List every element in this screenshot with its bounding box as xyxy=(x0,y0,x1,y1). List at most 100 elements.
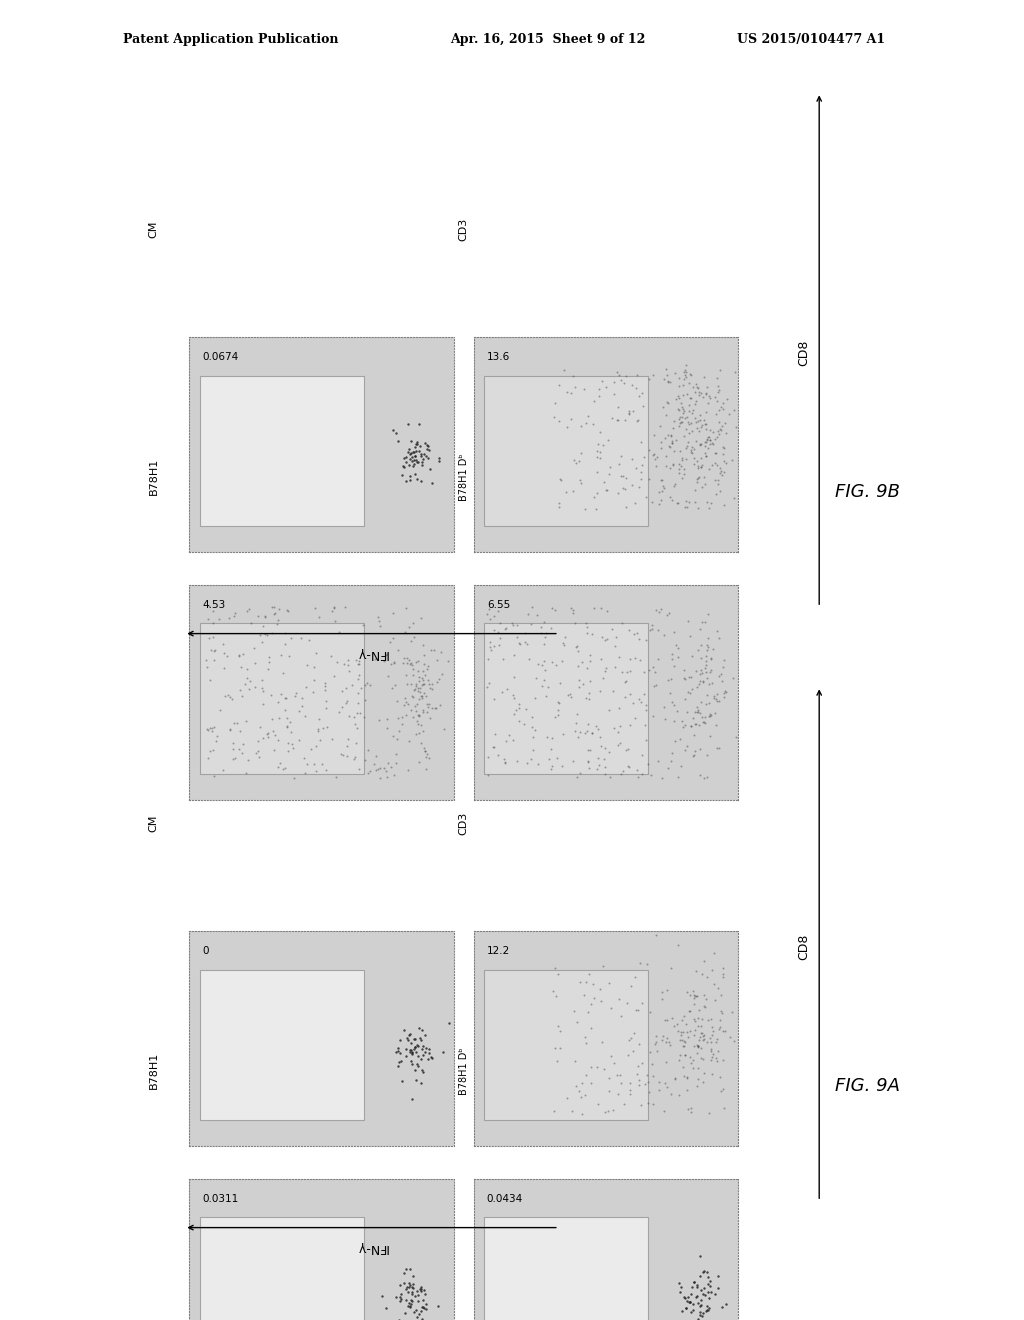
Point xyxy=(261,647,278,668)
Point xyxy=(537,627,553,648)
Point xyxy=(558,1088,574,1109)
Point xyxy=(675,1287,691,1308)
Point xyxy=(391,1030,408,1051)
Point xyxy=(286,767,302,788)
Point xyxy=(588,715,604,737)
Point xyxy=(492,612,508,634)
Point xyxy=(604,408,621,429)
Point xyxy=(628,999,644,1020)
Point xyxy=(653,469,670,490)
Point xyxy=(648,599,665,620)
Point xyxy=(427,698,443,719)
Point xyxy=(411,667,427,688)
Point xyxy=(260,723,276,744)
Point xyxy=(712,1016,728,1038)
Point xyxy=(675,384,691,405)
Point xyxy=(589,462,605,483)
Point xyxy=(218,645,234,667)
Point xyxy=(701,705,718,726)
Point xyxy=(400,442,417,463)
Point xyxy=(722,1027,738,1048)
Point xyxy=(272,644,289,665)
Text: 13.6: 13.6 xyxy=(486,352,510,362)
Point xyxy=(689,985,706,1006)
Point xyxy=(424,698,440,719)
Point xyxy=(662,372,678,393)
Point xyxy=(709,738,725,759)
Point xyxy=(715,964,731,985)
Point xyxy=(683,1097,699,1118)
Point xyxy=(680,422,696,444)
Point xyxy=(309,719,326,741)
Point xyxy=(692,433,709,454)
Point xyxy=(432,694,449,715)
Point xyxy=(596,660,612,681)
Point xyxy=(602,457,618,478)
Point xyxy=(690,466,707,487)
Point xyxy=(625,400,641,421)
Point xyxy=(532,623,549,644)
Point xyxy=(692,1295,709,1316)
Point xyxy=(682,682,698,704)
Point xyxy=(589,441,605,462)
Point xyxy=(676,458,692,479)
Point xyxy=(418,1294,434,1315)
Point xyxy=(686,1271,702,1292)
Point xyxy=(688,471,705,492)
Point xyxy=(579,657,595,678)
Point xyxy=(414,1308,430,1320)
Point xyxy=(623,714,639,735)
Point xyxy=(248,743,264,764)
Point xyxy=(679,1022,695,1043)
Point xyxy=(418,1299,434,1320)
Point xyxy=(397,1303,414,1320)
Point xyxy=(434,1041,451,1063)
Point xyxy=(604,1100,621,1121)
Point xyxy=(410,1307,426,1320)
Point xyxy=(711,665,727,686)
Point xyxy=(379,718,395,739)
Point xyxy=(566,1001,583,1022)
Point xyxy=(250,741,266,762)
Point xyxy=(674,1008,690,1030)
Point xyxy=(203,639,219,660)
Point xyxy=(234,734,251,755)
Point xyxy=(415,721,431,742)
Point xyxy=(695,1261,712,1282)
Point xyxy=(703,433,720,454)
Point xyxy=(414,1019,430,1040)
Point xyxy=(649,446,666,467)
Point xyxy=(499,678,515,700)
Point xyxy=(651,1072,668,1093)
Point xyxy=(522,612,539,634)
Point xyxy=(691,673,708,694)
Point xyxy=(674,396,690,417)
Point xyxy=(350,682,367,704)
Point xyxy=(685,1299,701,1320)
Point xyxy=(621,1030,637,1051)
Point xyxy=(410,1045,426,1067)
Point xyxy=(591,385,607,407)
Point xyxy=(674,1302,690,1320)
Point xyxy=(259,723,275,744)
Point xyxy=(699,1267,716,1288)
Point xyxy=(397,688,414,709)
Point xyxy=(556,359,572,380)
Point xyxy=(421,673,437,694)
Point xyxy=(709,454,725,475)
Point xyxy=(403,655,420,676)
Point xyxy=(415,1296,431,1317)
Point xyxy=(254,669,270,690)
Point xyxy=(410,713,426,734)
Point xyxy=(317,697,334,718)
Point xyxy=(605,680,622,701)
Point xyxy=(418,446,434,467)
Point xyxy=(407,1286,423,1307)
Point xyxy=(672,413,688,434)
Point xyxy=(417,1024,433,1045)
Point xyxy=(684,678,700,700)
Point xyxy=(621,619,637,640)
Point xyxy=(574,673,591,694)
Point xyxy=(674,1030,690,1051)
Point xyxy=(679,1078,695,1100)
